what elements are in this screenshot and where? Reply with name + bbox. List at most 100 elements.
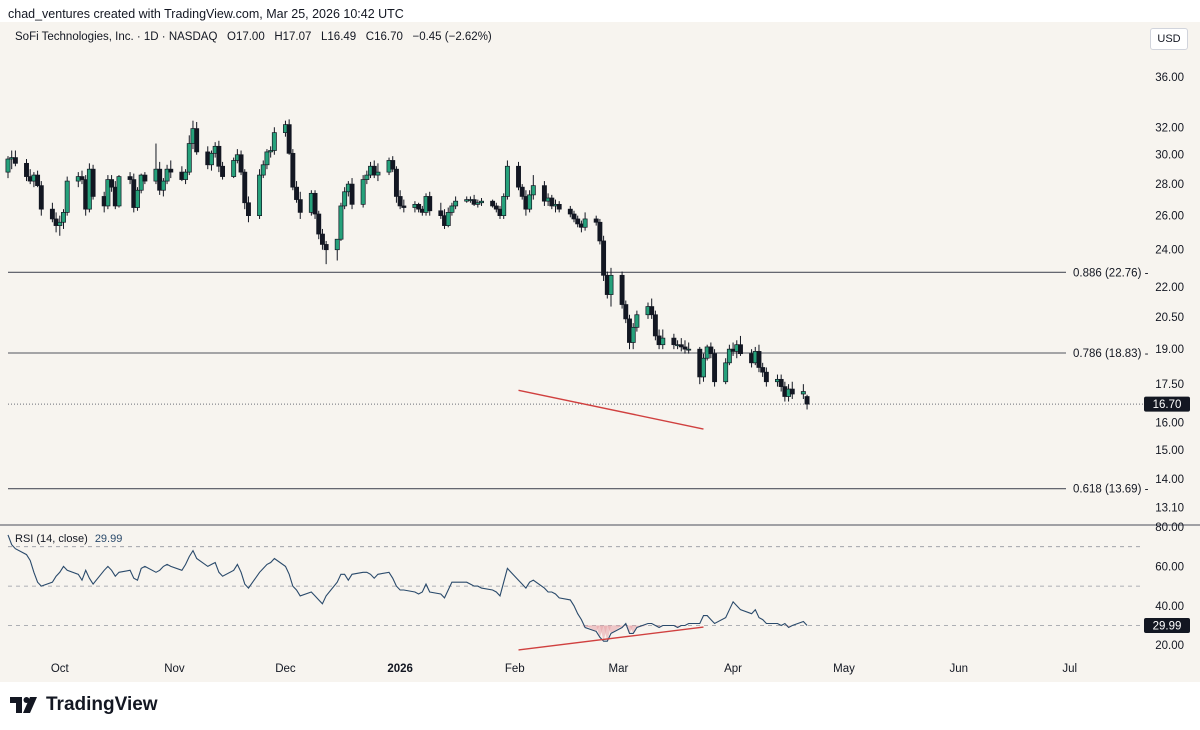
candle-down (760, 367, 766, 373)
candle-down (490, 200, 496, 207)
price-axis-tick-label: 36.00 (1155, 72, 1184, 84)
candle-up (800, 391, 806, 395)
time-axis-tick-label: Jul (1062, 663, 1077, 675)
rsi-legend: RSI (14, close) 29.99 (15, 533, 122, 545)
candle-down (682, 346, 688, 350)
candle-up (701, 357, 706, 378)
candle-down (708, 346, 714, 355)
tradingview-brand: TradingView (46, 694, 158, 715)
time-axis-tick-label: Mar (608, 663, 628, 675)
time-axis-tick-label: Jun (949, 663, 968, 675)
candle-up (334, 238, 340, 251)
price-axis-tick-label: 28.00 (1155, 179, 1184, 191)
candle-up (364, 174, 370, 180)
rsi-axis-tick-label: 60.00 (1155, 561, 1184, 573)
candle-down (601, 240, 607, 276)
candle-down (671, 337, 677, 346)
candle-up (608, 274, 614, 295)
candle-down (789, 388, 795, 395)
candle-down (349, 183, 355, 205)
candle-down (401, 205, 407, 208)
candle-down (24, 162, 29, 177)
candle-up (116, 176, 122, 207)
candle-down (597, 221, 603, 242)
candle-up (64, 180, 70, 213)
candle-down (438, 210, 444, 217)
currency-button[interactable]: USD (1150, 28, 1188, 50)
time-axis-tick-label: Dec (275, 663, 296, 675)
candle-up (582, 218, 588, 228)
candle-down (323, 244, 329, 251)
symbol-name: SoFi Technologies, Inc. · 1D · NASDAQ (15, 31, 218, 43)
candle-down (246, 202, 251, 217)
candle-up (138, 174, 144, 191)
candle-down (35, 174, 41, 186)
price-axis-tick-label: 20.50 (1155, 312, 1184, 324)
candle-down (79, 176, 85, 180)
candle-up (630, 326, 636, 343)
candle-down (804, 396, 810, 405)
candle-up (209, 152, 214, 166)
candle-down (393, 168, 399, 197)
candle-down (390, 160, 396, 170)
candle-up (360, 179, 366, 205)
candle-down (127, 176, 133, 180)
candle-down (49, 208, 55, 220)
candle-down (471, 199, 477, 205)
ohlc-close: C16.70 (365, 31, 403, 43)
candle-up (445, 212, 451, 226)
rsi-last-value-badge (1144, 618, 1190, 634)
price-axis-tick-label: 14.00 (1155, 474, 1184, 486)
candle-down (541, 185, 547, 202)
rsi-line (7, 534, 808, 642)
time-axis-tick-label: Apr (724, 663, 742, 675)
candle-up (342, 191, 348, 207)
candle-down (142, 174, 148, 182)
chart-svg[interactable]: 36.00 32.00 30.00 28.00 26.00 24.00 22.00 20.50… (0, 22, 1200, 682)
tradingview-logo[interactable]: TradingView (10, 694, 158, 716)
candle-down (312, 192, 318, 215)
candle-down (12, 157, 18, 164)
rsi-axis-tick-label: 80.00 (1155, 522, 1184, 534)
candle-down (493, 205, 499, 210)
candle-down (168, 168, 174, 173)
candle-down (571, 213, 577, 220)
candle-down (516, 165, 521, 188)
price-axis-tick-label: 17.50 (1155, 379, 1184, 391)
candle-down (575, 218, 581, 225)
candle-up (449, 205, 455, 213)
ohlc-change: −0.45 (−2.62%) (412, 31, 492, 43)
rsi-value: 29.99 (94, 533, 123, 545)
candle-down (294, 186, 299, 200)
candle-up (530, 185, 536, 196)
candle-down (90, 168, 96, 197)
price-axis-tick-label: 16.00 (1155, 417, 1184, 429)
candle-down (220, 165, 226, 177)
candle-down (678, 344, 684, 348)
price-axis-tick-label: 22.00 (1155, 282, 1184, 294)
candle-up (271, 132, 277, 151)
candle-up (57, 221, 63, 226)
candle-down (652, 314, 658, 337)
candle-up (264, 151, 270, 166)
candle-up (527, 194, 533, 210)
candle-down (290, 152, 296, 188)
candle-up (135, 189, 140, 208)
chart-area[interactable]: 36.00 32.00 30.00 28.00 26.00 24.00 22.00 20.50… (0, 22, 1200, 682)
candle-up (61, 212, 66, 223)
candle-down (297, 199, 303, 213)
rsi-oversold-fill (607, 625, 623, 634)
rsi-oversold-fill (629, 625, 637, 634)
candle-down (756, 351, 762, 368)
candle-down (216, 145, 222, 167)
candle-down (416, 203, 422, 210)
candle-down (549, 197, 555, 207)
candle-up (723, 362, 729, 383)
candle-up (183, 171, 189, 180)
ohlc-high: H17.07 (274, 31, 312, 43)
candle-down (316, 213, 322, 235)
candle-down (397, 196, 403, 207)
candle-down (319, 233, 325, 245)
candle-down (427, 196, 433, 212)
candle-down (567, 208, 573, 215)
